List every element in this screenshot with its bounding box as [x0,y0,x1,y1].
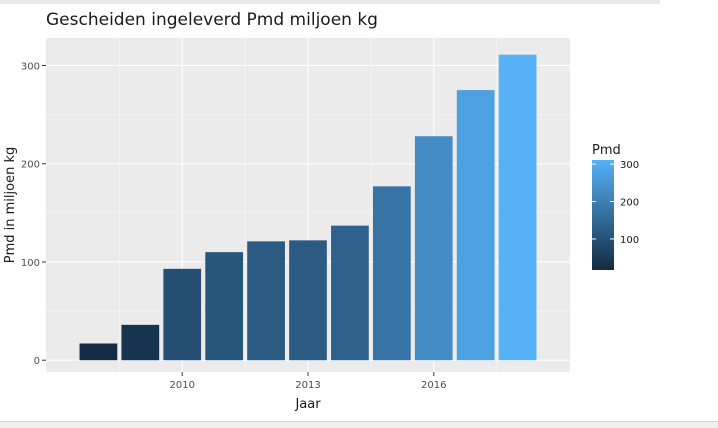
bottom-divider [0,421,718,428]
bars [79,54,537,361]
legend-title: Pmd [592,143,621,158]
y-tick-label: 0 [34,356,40,367]
x-tick-label: 2016 [421,380,446,391]
legend-tick-label: 300 [620,160,639,171]
y-axis: 0 100 200 300 [21,62,46,367]
legend-tick-label: 200 [620,198,639,209]
bar-2011 [205,252,244,361]
bar-2009 [121,324,160,361]
x-tick-label: 2013 [295,380,320,391]
y-axis-label: Pmd in miljoen kg [3,147,18,263]
y-tick-label: 300 [21,62,40,73]
bar-2008 [79,343,118,361]
y-tick-label: 100 [21,258,40,269]
bar-2015 [372,186,411,361]
x-tick-label: 2010 [170,380,195,391]
x-axis: 2010 2013 2016 [170,372,446,391]
legend-tick-label: 100 [620,235,639,246]
bar-2018 [498,54,537,361]
bar-2013 [289,240,327,361]
top-divider [0,0,660,4]
bar-2017 [456,90,495,361]
y-tick-label: 200 [21,160,40,171]
bar-2012 [247,241,285,361]
chart-title: Gescheiden ingeleverd Pmd miljoen kg [46,10,378,30]
legend-colorbar [592,160,614,270]
bar-2016 [414,136,453,361]
x-axis-label: Jaar [294,397,321,412]
bar-2014 [331,225,369,361]
legend: Pmd 100 200 300 [592,143,639,270]
bar-2010 [163,268,202,361]
